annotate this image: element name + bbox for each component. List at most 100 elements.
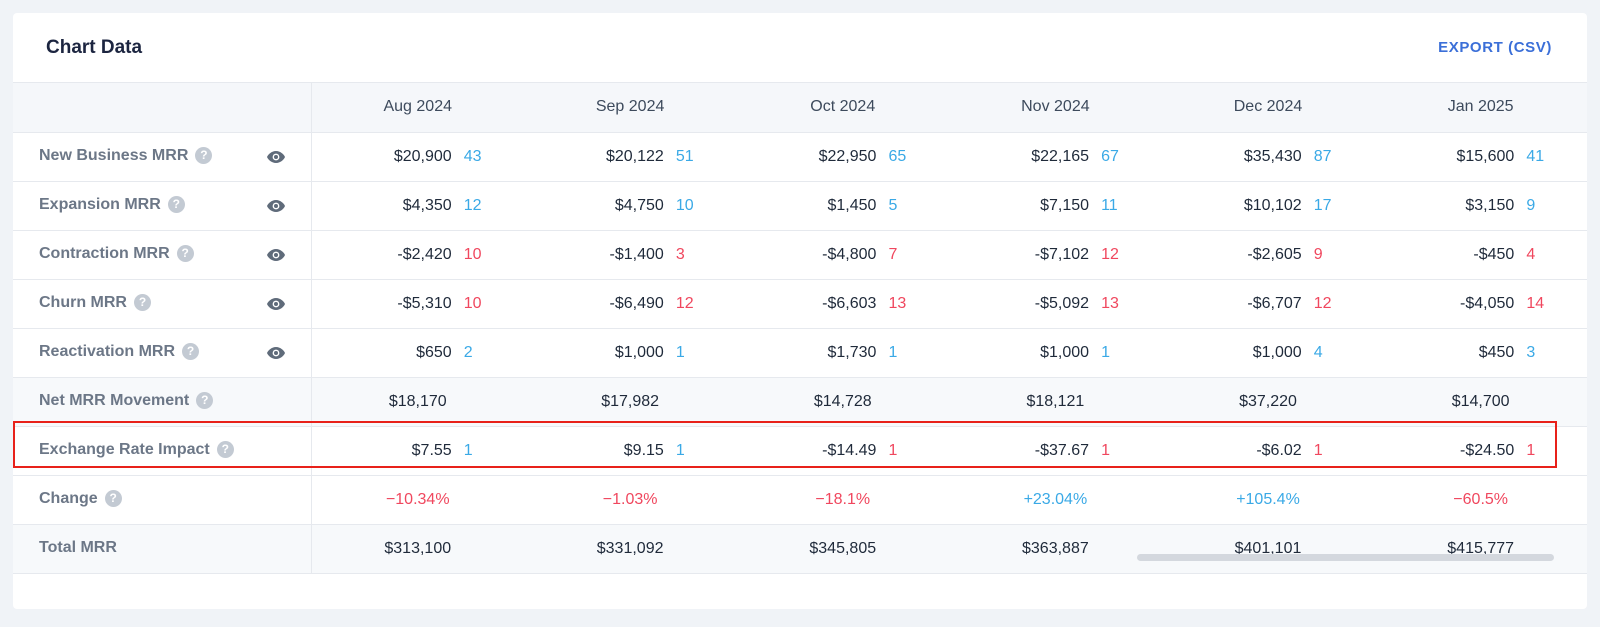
- count-link[interactable]: 9: [1313, 245, 1323, 263]
- count-link[interactable]: 1: [675, 343, 685, 361]
- card-header: Chart Data EXPORT (CSV): [13, 13, 1587, 83]
- amount-value: -$6,490: [609, 294, 664, 312]
- count-link[interactable]: 12: [675, 294, 694, 312]
- row-label: Total MRR: [39, 539, 117, 557]
- export-csv-button[interactable]: EXPORT (CSV): [1438, 39, 1552, 56]
- table-row-exchange-rate: Exchange Rate Impact? $7.55 1 $9.15 1 -$14.49…: [13, 426, 1587, 476]
- count-link[interactable]: 10: [463, 294, 482, 312]
- amount-value: $3,150: [1465, 196, 1515, 214]
- eye-icon[interactable]: [266, 248, 286, 262]
- column-header: Oct 2024: [736, 83, 950, 133]
- count-link[interactable]: 12: [1313, 294, 1332, 312]
- count-link[interactable]: 12: [463, 196, 482, 214]
- question-circle-icon[interactable]: ?: [195, 146, 213, 164]
- total-value: $345,805: [736, 524, 950, 574]
- question-circle-icon[interactable]: ?: [104, 489, 122, 507]
- table-row: Expansion MRR? $4,350 12 $4,750 10 $1,450 5 $7,…: [13, 181, 1587, 231]
- change-value: −18.1%: [736, 475, 950, 525]
- count-link[interactable]: 12: [1101, 245, 1119, 263]
- count-link[interactable]: 1: [888, 343, 898, 361]
- eye-icon[interactable]: [266, 150, 286, 164]
- net-value: $37,220: [1161, 377, 1375, 427]
- count-link[interactable]: 1: [1313, 441, 1323, 459]
- eye-icon[interactable]: [266, 346, 286, 360]
- table-row-total-mrr: Total MRR $313,100 $331,092 $345,805 $363,88…: [13, 524, 1587, 574]
- count-link[interactable]: 1: [1101, 441, 1110, 459]
- table-row: Reactivation MRR? $650 2 $1,000 1 $1,730 1 $1,0…: [13, 328, 1587, 378]
- value-cell: -$4,050 14: [1374, 279, 1587, 329]
- table-row-change: Change? −10.34% −1.03% −18.1% +23.04% +105.4%…: [13, 475, 1587, 525]
- count-link[interactable]: 2: [463, 343, 473, 361]
- value-cell: $7,150 11: [949, 181, 1162, 231]
- value-cell: $450 3: [1374, 328, 1587, 378]
- count-link[interactable]: 5: [888, 196, 898, 214]
- count-link[interactable]: 10: [463, 245, 482, 263]
- count-link[interactable]: 17: [1313, 196, 1332, 214]
- value-cell: $7.55 1: [311, 426, 524, 476]
- net-value: $17,982: [523, 377, 737, 427]
- eye-icon[interactable]: [266, 297, 286, 311]
- change-value: −1.03%: [523, 475, 737, 525]
- count-link[interactable]: 7: [888, 245, 898, 263]
- count-link[interactable]: 9: [1526, 196, 1536, 214]
- table-row: Contraction MRR? -$2,420 10 -$1,400 3 -$4,800…: [13, 230, 1587, 280]
- row-label-cell: Net MRR Movement?: [13, 377, 312, 427]
- count-link[interactable]: 4: [1313, 343, 1323, 361]
- question-circle-icon[interactable]: ?: [216, 440, 234, 458]
- net-value: $18,121: [949, 377, 1162, 427]
- table-row: Churn MRR? -$5,310 10 -$6,490 12 -$6,603 13 -$5…: [13, 279, 1587, 329]
- amount-value: $1,000: [1252, 343, 1302, 361]
- column-header: Jan 2025: [1374, 83, 1587, 133]
- eye-icon[interactable]: [266, 199, 286, 213]
- count-link[interactable]: 1: [888, 441, 898, 459]
- row-label: Expansion MRR: [39, 196, 161, 214]
- chart-data-table: Aug 2024 Sep 2024 Oct 2024 Nov 2024 Dec …: [13, 83, 1587, 574]
- row-label-cell: Contraction MRR?: [13, 230, 312, 280]
- change-percent: +105.4%: [1236, 490, 1300, 508]
- question-circle-icon[interactable]: ?: [176, 244, 194, 262]
- count-link[interactable]: 14: [1526, 294, 1545, 312]
- column-header: Aug 2024: [311, 83, 524, 133]
- count-link[interactable]: 51: [675, 147, 694, 165]
- header-label-cell: [13, 83, 312, 133]
- amount-value: -$4,050: [1460, 294, 1515, 312]
- count-link[interactable]: 13: [888, 294, 907, 312]
- amount-value: -$450: [1473, 245, 1515, 263]
- question-circle-icon[interactable]: ?: [182, 342, 200, 360]
- amount-value: $7.55: [411, 441, 452, 459]
- count-link[interactable]: 1: [1526, 441, 1536, 459]
- count-link[interactable]: 4: [1526, 245, 1536, 263]
- amount-value: $1,000: [1040, 343, 1090, 361]
- count-link[interactable]: 13: [1101, 294, 1119, 312]
- value-cell: $10,102 17: [1161, 181, 1375, 231]
- amount-value: -$24.50: [1460, 441, 1515, 459]
- count-link[interactable]: 41: [1526, 147, 1545, 165]
- question-circle-icon[interactable]: ?: [167, 195, 185, 213]
- count-link[interactable]: 3: [675, 245, 685, 263]
- row-label: Exchange Rate Impact: [39, 441, 210, 459]
- horizontal-scrollbar[interactable]: [1137, 554, 1554, 561]
- amount-value: -$5,092: [1034, 294, 1090, 312]
- count-link[interactable]: 1: [675, 441, 685, 459]
- count-link[interactable]: 3: [1526, 343, 1536, 361]
- value-cell: $20,900 43: [311, 132, 524, 182]
- count-link[interactable]: 65: [888, 147, 907, 165]
- change-value: −60.5%: [1374, 475, 1587, 525]
- count-link[interactable]: 1: [463, 441, 473, 459]
- question-circle-icon[interactable]: ?: [133, 293, 151, 311]
- amount-value: $10,102: [1243, 196, 1302, 214]
- question-circle-icon[interactable]: ?: [196, 391, 214, 409]
- value-cell: -$5,092 13: [949, 279, 1162, 329]
- card-title: Chart Data: [46, 36, 143, 58]
- row-label: Net MRR Movement: [39, 392, 190, 410]
- amount-value: -$14.49: [822, 441, 877, 459]
- count-link[interactable]: 67: [1101, 147, 1119, 165]
- change-percent: −60.5%: [1453, 490, 1509, 508]
- count-link[interactable]: 10: [675, 196, 694, 214]
- count-link[interactable]: 87: [1313, 147, 1332, 165]
- value-cell: -$14.49 1: [736, 426, 950, 476]
- count-link[interactable]: 11: [1101, 196, 1118, 214]
- count-link[interactable]: 43: [463, 147, 482, 165]
- count-link[interactable]: 1: [1101, 343, 1110, 361]
- amount-value: $22,165: [1031, 147, 1090, 165]
